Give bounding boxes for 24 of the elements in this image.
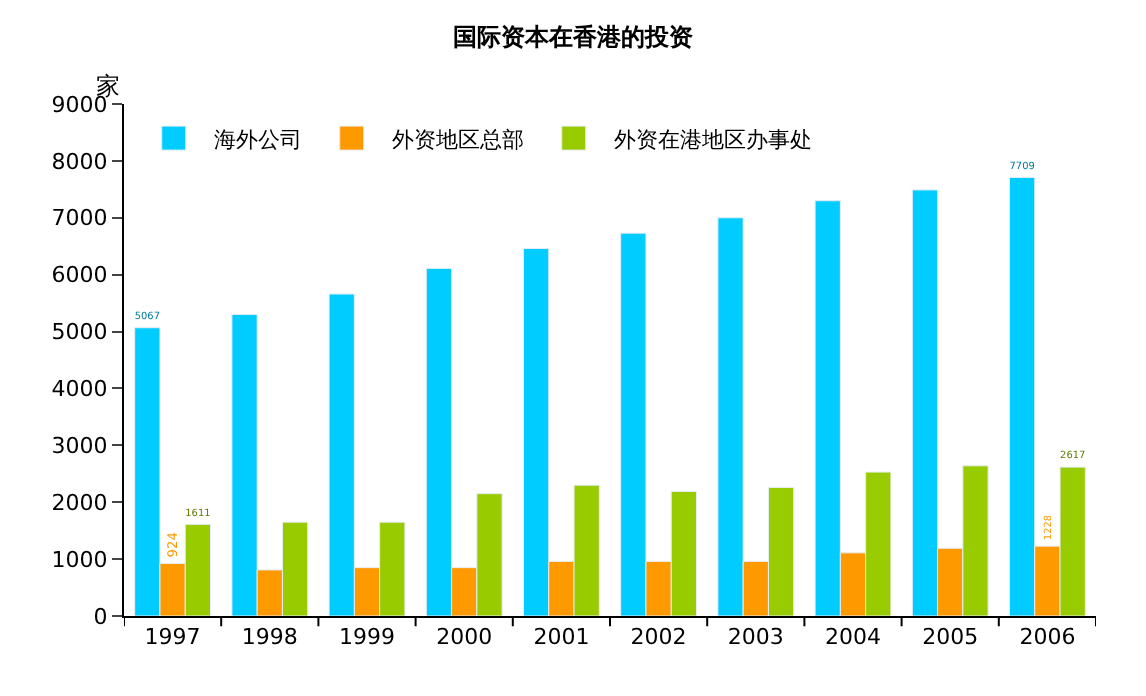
x-tick-label: 1997	[144, 624, 201, 651]
x-tick-label: 2005	[922, 624, 979, 651]
x-tick-label: 2006	[1019, 624, 1076, 651]
y-tick-label: 5000	[51, 319, 108, 346]
legend-label: 外资在港地区办事处	[613, 126, 812, 153]
x-tick-label: 2002	[630, 624, 687, 651]
legend-label: 海外公司	[213, 126, 302, 153]
x-tick-label: 2003	[727, 624, 784, 651]
y-tick-label: 1000	[51, 546, 108, 573]
x-tick-label: 1998	[241, 624, 298, 651]
x-tick-label: 2004	[825, 624, 881, 651]
legend-label: 外资地区总部	[391, 126, 524, 153]
chart-title: 国际资本在香港的投资	[453, 22, 693, 51]
y-tick-label: 0	[93, 603, 108, 630]
y-tick-label: 8000	[51, 148, 108, 175]
y-axis-title: 家	[96, 72, 120, 100]
y-tick-label: 2000	[51, 489, 108, 516]
y-tick-label: 4000	[51, 376, 108, 403]
y-tick-label: 3000	[51, 433, 108, 460]
x-tick-label: 2000	[436, 624, 493, 651]
y-tick-label: 7000	[51, 205, 108, 232]
y-tick-label: 6000	[51, 262, 108, 289]
x-tick-label: 1999	[339, 624, 395, 651]
x-tick-label: 2001	[533, 624, 590, 651]
